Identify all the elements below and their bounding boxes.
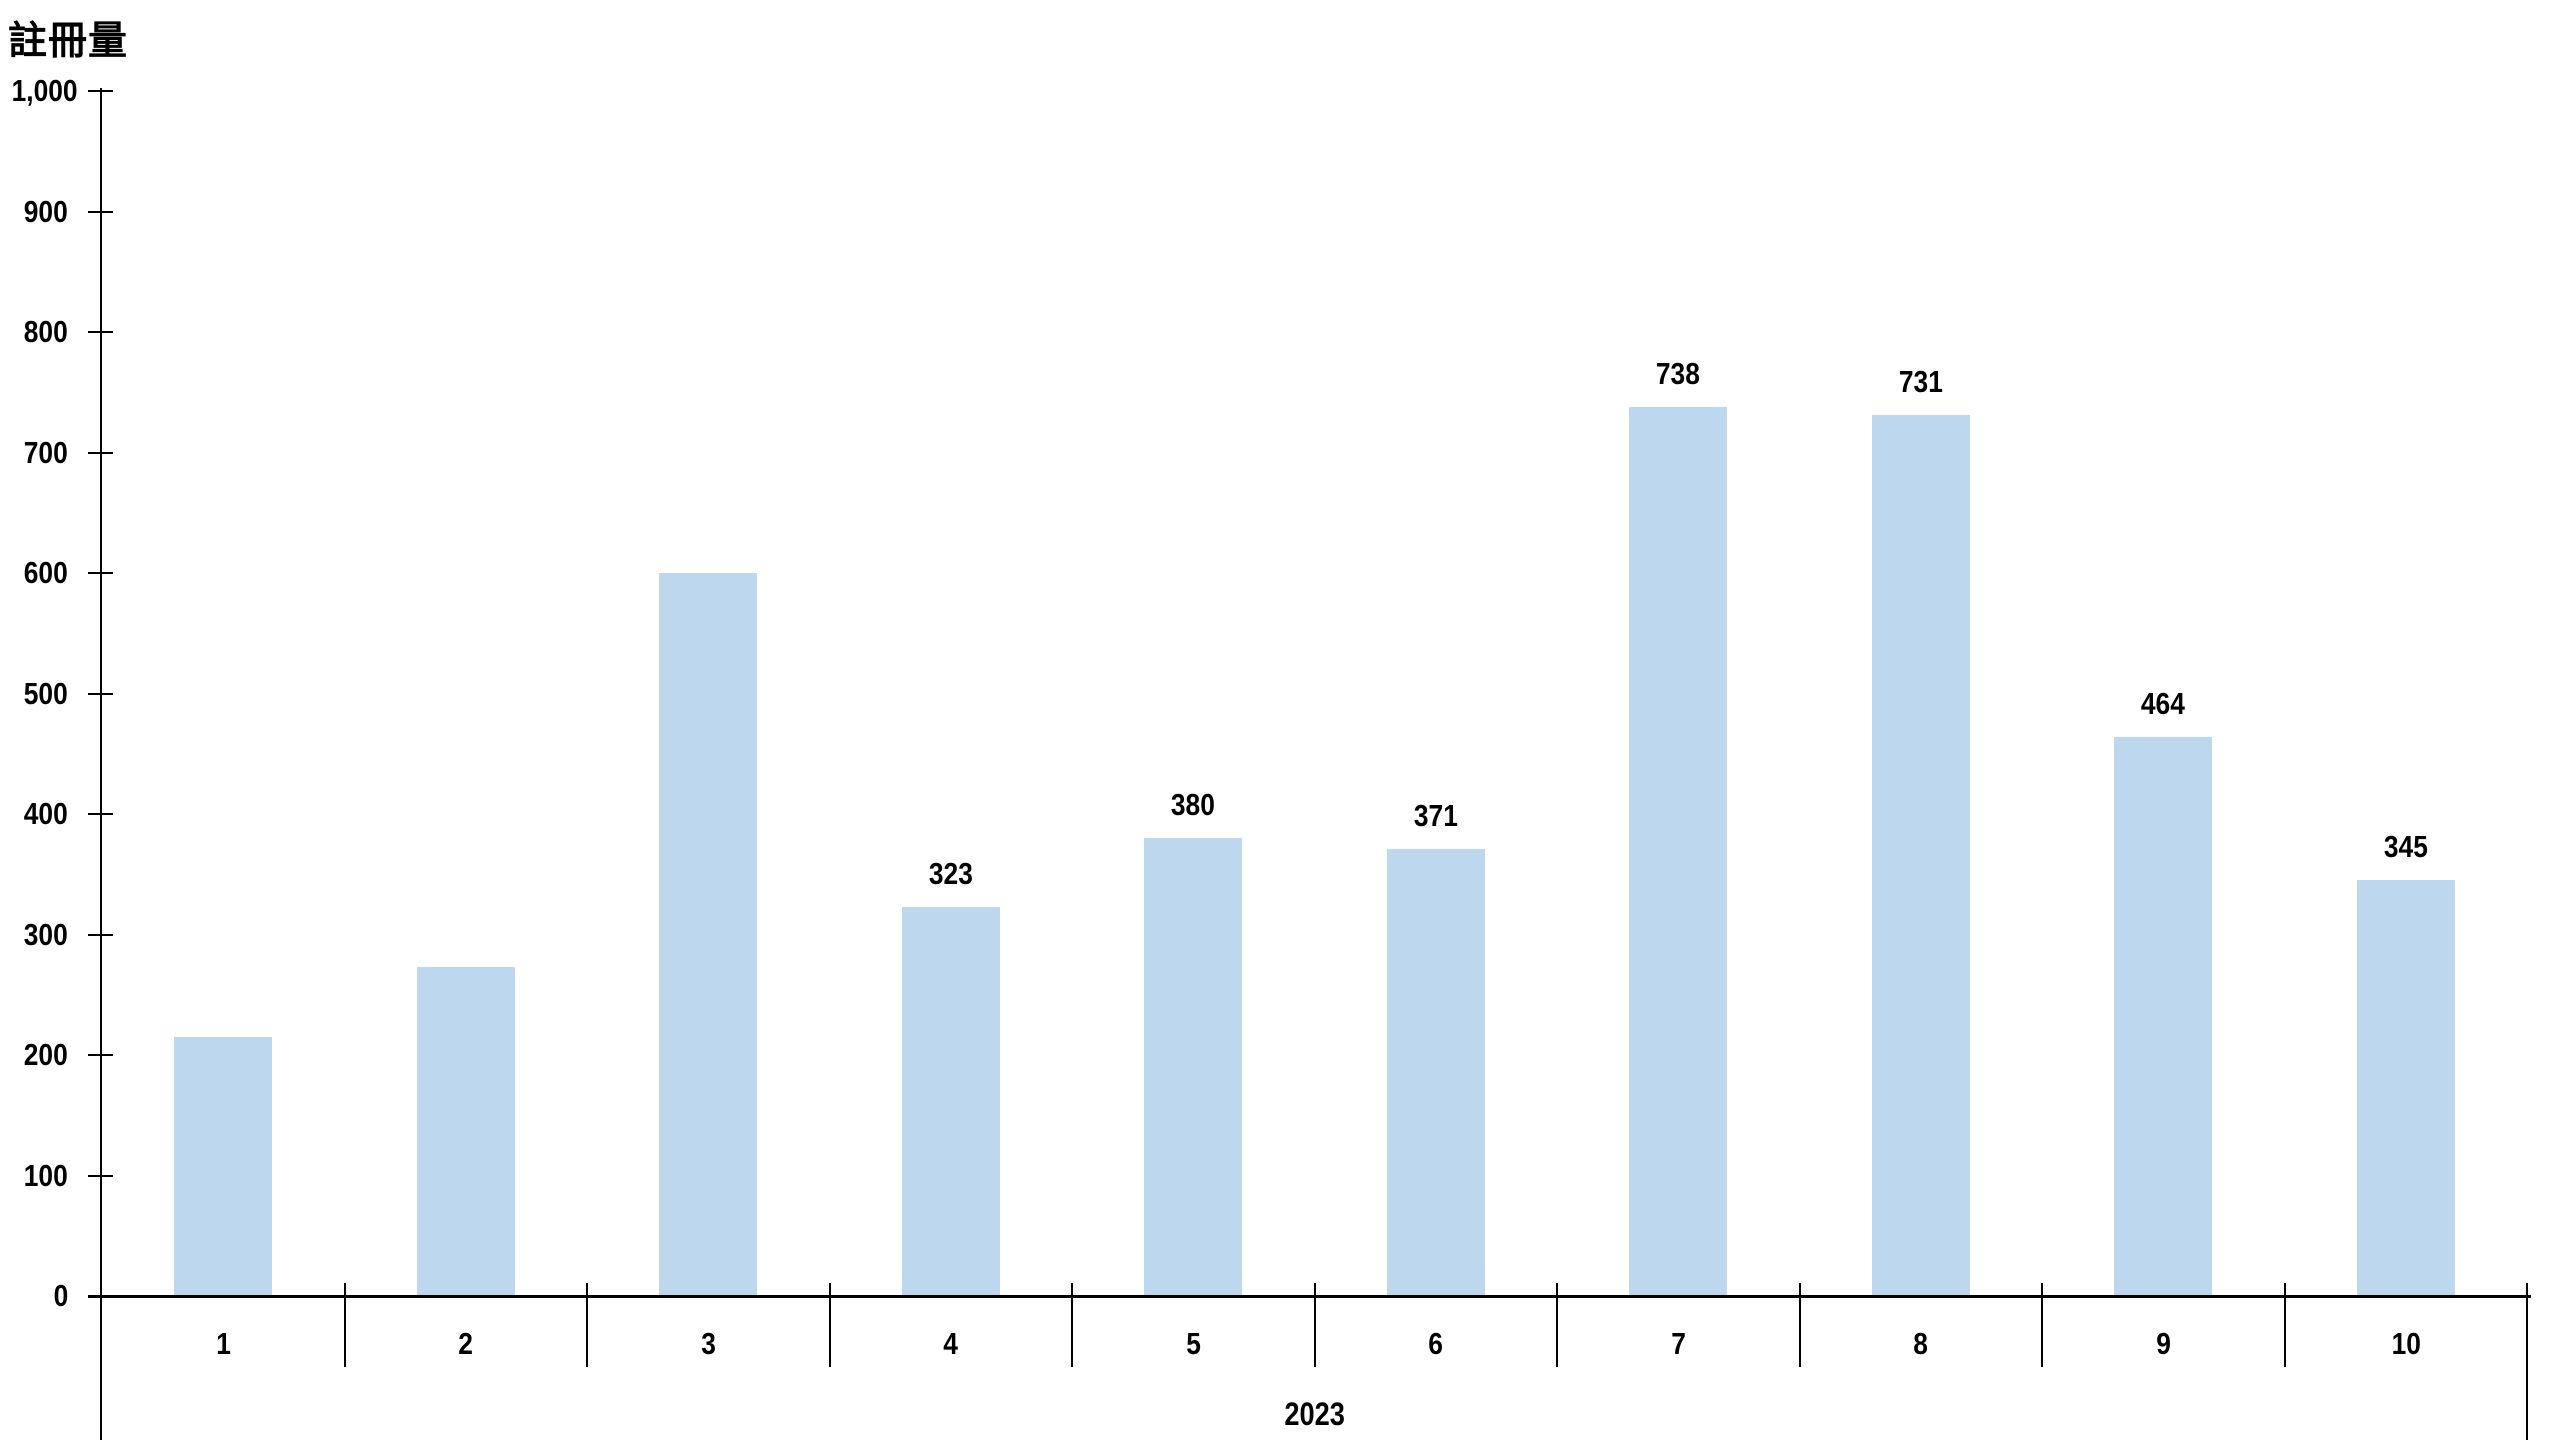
x-axis-category-divider xyxy=(828,1283,831,1367)
x-axis-category-divider xyxy=(1071,1283,1073,1367)
y-axis-tick-label: 1,000 xyxy=(0,73,78,109)
x-axis-category-label-text: 10 xyxy=(2391,1326,2421,1361)
y-axis-tick-label-text: 1,000 xyxy=(11,73,78,108)
x-axis-category-divider xyxy=(2041,1283,2043,1367)
x-axis-category-divider xyxy=(1556,1283,1558,1367)
x-axis-group-label: 2023 xyxy=(102,1396,2527,1433)
bar-month-9[interactable] xyxy=(2114,736,2213,1296)
bar-value-label-text: 345 xyxy=(2383,829,2428,865)
bar-month-6[interactable] xyxy=(1386,848,1485,1296)
y-axis-tick-label-text: 200 xyxy=(24,1037,68,1072)
x-axis-category-label: 6 xyxy=(1315,1326,1558,1362)
y-axis-tick-label-text: 300 xyxy=(24,916,68,952)
bar-month-3[interactable] xyxy=(659,573,758,1296)
x-axis-category-label: 10 xyxy=(2285,1326,2528,1362)
x-axis-category-label-text: 8 xyxy=(1913,1326,1929,1361)
x-axis-category-label: 5 xyxy=(1072,1326,1315,1362)
x-axis-category-label: 4 xyxy=(830,1326,1073,1362)
bar-month-10[interactable] xyxy=(2356,880,2455,1296)
y-axis-title: 註冊量 xyxy=(8,20,129,63)
bar-value-label-text: 380 xyxy=(1171,787,1216,823)
bar-month-7[interactable] xyxy=(1629,406,1728,1296)
y-axis-tick-label-text: 700 xyxy=(24,434,68,470)
y-axis-tick-label: 700 xyxy=(0,435,68,471)
y-axis-tick-label: 800 xyxy=(0,314,68,350)
y-axis-line xyxy=(100,88,102,1440)
x-axis-category-divider xyxy=(343,1283,346,1367)
x-axis-category-label-text: 1 xyxy=(215,1326,231,1361)
x-axis-category-label-text: 2 xyxy=(458,1326,474,1361)
bar-value-label-text: 371 xyxy=(1413,797,1458,833)
y-axis-tick-label: 300 xyxy=(0,917,68,953)
bar-value-label: 380 xyxy=(1072,788,1315,822)
bar-value-label: 464 xyxy=(2042,685,2285,721)
x-axis-category-label-text: 4 xyxy=(943,1326,959,1361)
x-axis-right-border xyxy=(2526,1283,2528,1440)
x-axis-category-label: 7 xyxy=(1557,1326,1800,1362)
y-axis-tick-label: 0 xyxy=(0,1278,68,1314)
bar-month-5[interactable] xyxy=(1144,838,1243,1296)
x-axis-category-label-text: 5 xyxy=(1185,1326,1201,1361)
x-axis-category-label-text: 3 xyxy=(700,1326,716,1361)
x-axis-category-label-text: 6 xyxy=(1428,1326,1444,1361)
bar-value-label-text: 731 xyxy=(1898,364,1943,400)
x-axis-category-label-text: 9 xyxy=(2155,1326,2171,1361)
x-axis-category-label: 8 xyxy=(1800,1326,2043,1362)
x-axis-category-divider xyxy=(2283,1283,2286,1367)
y-axis-tick-label-text: 600 xyxy=(24,555,68,590)
y-axis-tick-label: 900 xyxy=(0,194,68,230)
y-axis-tick-label-text: 500 xyxy=(24,675,68,711)
bar-value-label: 371 xyxy=(1315,797,1558,833)
x-axis-line xyxy=(88,1295,2531,1298)
bar-value-label: 323 xyxy=(830,855,1073,891)
y-axis-tick-label-text: 900 xyxy=(24,193,68,229)
bar-month-4[interactable] xyxy=(901,906,1000,1296)
x-axis-category-label: 2 xyxy=(345,1326,588,1362)
y-axis-tick-label: 200 xyxy=(0,1037,68,1073)
y-axis-tick-label: 600 xyxy=(0,555,68,591)
bar-month-2[interactable] xyxy=(416,967,515,1296)
y-axis-tick-label: 400 xyxy=(0,796,68,832)
x-axis-category-divider xyxy=(1798,1283,1801,1367)
x-axis-category-divider xyxy=(1313,1283,1316,1367)
x-axis-category-label-text: 7 xyxy=(1670,1326,1686,1361)
y-axis-tick-label: 100 xyxy=(0,1158,68,1194)
bar-value-label: 345 xyxy=(2285,830,2528,864)
x-axis-category-label: 1 xyxy=(102,1326,345,1362)
y-axis-tick-label-text: 400 xyxy=(24,796,68,831)
x-axis-category-label: 9 xyxy=(2042,1326,2285,1362)
bar-value-label-text: 738 xyxy=(1656,355,1701,391)
bar-value-label-text: 323 xyxy=(928,855,973,891)
y-axis-tick-label-text: 0 xyxy=(53,1278,68,1313)
y-axis-tick-label-text: 100 xyxy=(24,1157,68,1193)
bar-month-1[interactable] xyxy=(174,1036,273,1296)
y-axis-tick-label: 500 xyxy=(0,676,68,712)
x-axis-category-divider xyxy=(586,1283,588,1367)
x-axis-category-label: 3 xyxy=(587,1326,830,1362)
bar-value-label: 731 xyxy=(1800,365,2043,399)
y-axis-tick-label-text: 800 xyxy=(24,314,68,349)
bar-month-8[interactable] xyxy=(1871,415,1970,1296)
bar-value-label-text: 464 xyxy=(2141,685,2186,721)
bar-value-label: 738 xyxy=(1557,355,1800,391)
x-axis-group-label-text: 2023 xyxy=(1284,1396,1345,1432)
